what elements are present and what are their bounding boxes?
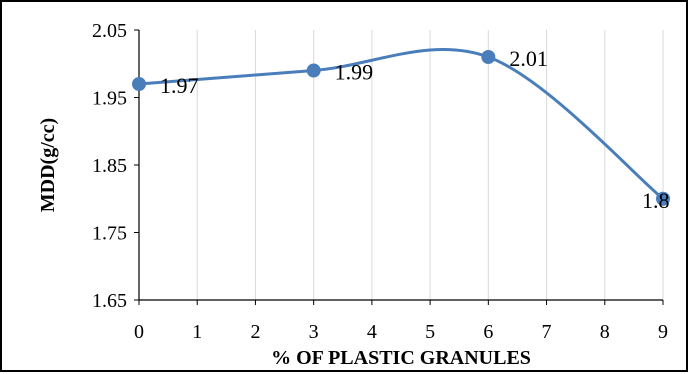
- x-tick-label: 0: [134, 321, 144, 343]
- x-tick-label: 4: [367, 321, 377, 343]
- y-tick-label: 2.05: [92, 20, 127, 42]
- series-line: [137, 48, 665, 201]
- x-tick-label: 2: [250, 321, 260, 343]
- x-tick-label: 3: [309, 321, 319, 343]
- axis-layer: [134, 29, 664, 305]
- y-tick-label: 1.95: [92, 88, 127, 110]
- data-label: 2.01: [509, 46, 548, 71]
- x-tick-label: 5: [425, 321, 435, 343]
- data-point: [656, 191, 670, 206]
- y-tick-label: 1.65: [92, 290, 127, 312]
- data-label: 1.8: [642, 188, 670, 213]
- y-tick-label: 1.75: [92, 223, 127, 245]
- data-point: [481, 50, 496, 64]
- x-tick-label: 9: [658, 321, 668, 343]
- x-axis-title: % OF PLASTIC GRANULES: [271, 347, 531, 369]
- x-tick-label: 7: [542, 321, 552, 343]
- x-tick-label: 8: [600, 321, 610, 343]
- data-point: [306, 63, 321, 78]
- data-label-layer: 1.97 1.99 2.01 1.8: [160, 46, 670, 213]
- series-layer: [132, 48, 670, 206]
- tick-label-layer: 1.65 1.75 1.85 1.95 2.05 0 1 2 3 4 5 6 7 8 9: [92, 20, 668, 343]
- data-point: [132, 77, 146, 91]
- data-label: 1.99: [335, 60, 374, 85]
- x-tick-label: 1: [192, 321, 202, 343]
- x-tick-label: 6: [483, 321, 493, 343]
- grid-layer: [196, 30, 664, 300]
- data-label: 1.97: [160, 73, 199, 98]
- y-axis-title: MDD(g/cc): [37, 118, 59, 212]
- y-tick-label: 1.85: [92, 155, 127, 177]
